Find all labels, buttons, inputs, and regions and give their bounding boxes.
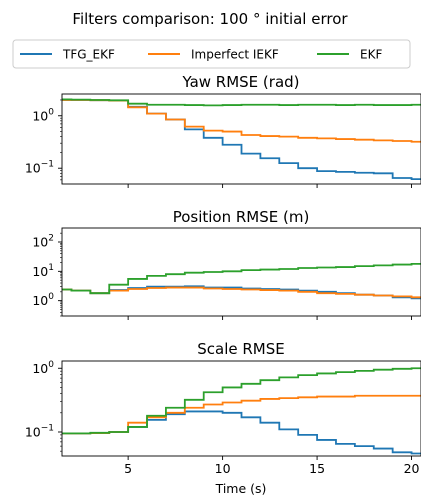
figure-title: Filters comparison: 100 ° initial error: [72, 10, 348, 28]
series-line-tfg-ekf: [62, 285, 421, 300]
axes-frame: [61, 227, 421, 317]
legend-label-imperfect-iekf: Imperfect IEKF: [191, 48, 279, 62]
x-axis-label: Time (s): [215, 481, 267, 496]
axes-frame: [61, 360, 421, 457]
legend-label-tfg-ekf: TFG_EKF: [62, 48, 115, 62]
y-tick-label: 101: [32, 263, 54, 279]
series-line-ekf: [62, 98, 421, 107]
x-tick-label: 20: [404, 461, 420, 476]
panel-yaw-rmse: 100 10−1: [25, 93, 421, 188]
panel-scale-rmse: 100 10−1 5 10 15 20: [25, 360, 421, 476]
panel-title-yaw: Yaw RMSE (rad): [181, 73, 299, 91]
legend-label-ekf: EKF: [360, 48, 382, 62]
y-tick-label: 102: [32, 233, 54, 249]
panel-title-scale: Scale RMSE: [197, 340, 285, 358]
y-tick-label: 100: [32, 107, 54, 123]
series-line-ekf: [62, 262, 421, 295]
y-tick-label: 100: [32, 292, 54, 308]
y-tick-label: 100: [32, 360, 54, 376]
legend-frame: [12, 39, 411, 69]
axes-frame: [61, 93, 421, 185]
legend: TFG_EKF Imperfect IEKF EKF: [12, 39, 411, 69]
y-tick-label: 10−1: [25, 160, 54, 176]
panel-position-rmse: 102 101 100: [32, 227, 421, 320]
x-tick-label: 5: [124, 461, 132, 476]
panel-title-position: Position RMSE (m): [173, 208, 310, 226]
y-tick-label: 10−1: [25, 423, 54, 439]
series-line-ekf: [62, 367, 421, 435]
series-line-imperfect-iekf: [62, 99, 421, 143]
series-line-imperfect-iekf: [62, 286, 421, 299]
x-tick-label: 10: [215, 461, 231, 476]
x-tick-label: 15: [309, 461, 325, 476]
